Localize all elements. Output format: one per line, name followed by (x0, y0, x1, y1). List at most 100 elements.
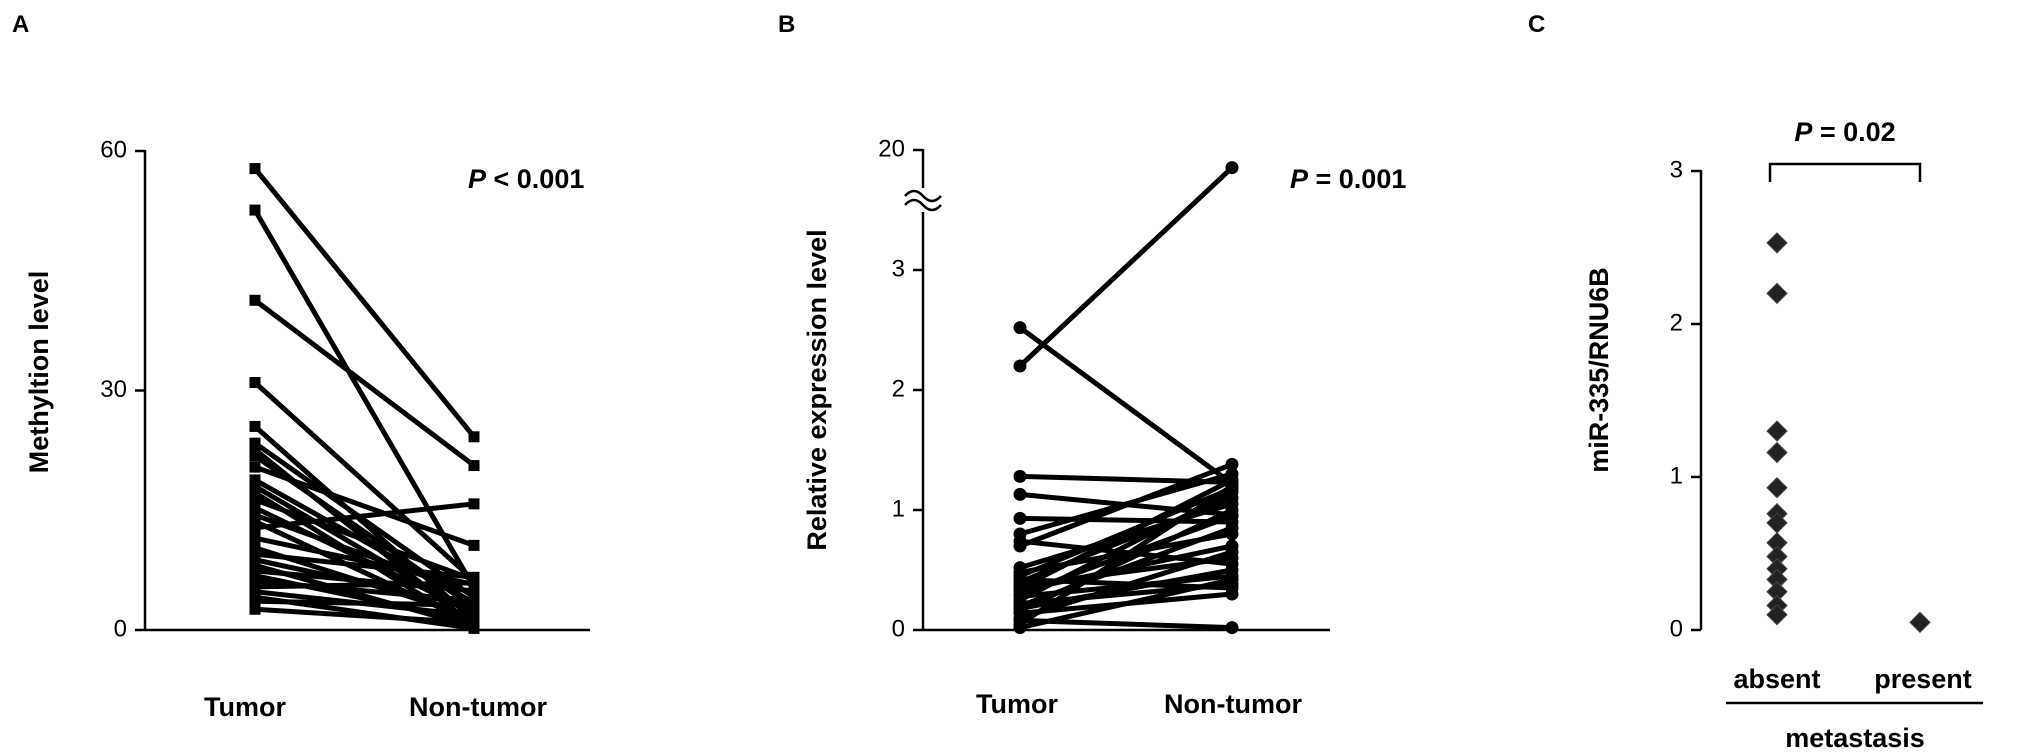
panel-b-category-non-tumor: Non-tumor (1164, 689, 1302, 719)
panel-a-tumor-point (249, 294, 261, 306)
panel-b-points (1013, 161, 1239, 635)
panel-a-tumor-point (249, 559, 261, 571)
panel-b-non-tumor-point (1225, 573, 1239, 587)
panel-c-ytick-label: 1 (1670, 462, 1683, 489)
panel-a-tumor-point (249, 487, 261, 499)
panel-a-tumor-point (249, 515, 261, 527)
panel-c-ytick-label: 3 (1670, 156, 1683, 183)
panel-b-tumor-point (1013, 359, 1027, 373)
panel-b-pair-line (1017, 507, 1235, 614)
panel-b-pair-line (1017, 549, 1235, 621)
panel-a-tumor-point (249, 163, 261, 175)
panel-a-p-text: < 0.001 (486, 164, 584, 194)
panel-b-axes (904, 149, 1330, 632)
panel-a-non-tumor-point (468, 599, 480, 611)
panel-a-pair-line (252, 166, 477, 440)
panel-a-non-tumor-point (468, 610, 480, 622)
panel-b-tumor-point (1013, 321, 1027, 335)
panel-b-tumor-point (1013, 469, 1027, 483)
panel-a-pair-line (252, 464, 477, 548)
panel-c-category-absent: absent (1733, 664, 1820, 694)
panel-b-non-tumor-point (1225, 479, 1239, 493)
panel-a-tumor-point (249, 532, 261, 544)
panel-a-pair-line (252, 606, 477, 626)
panel-b-non-tumor-point (1225, 457, 1239, 471)
panel-b-pair-line (1017, 461, 1235, 549)
panel-a-tumor-point (249, 461, 261, 473)
panel-c-absent-point (1766, 477, 1788, 499)
panel-a-pair-line (252, 568, 477, 594)
panel-b-non-tumor-point (1225, 621, 1239, 635)
panel-a-tumor-point (249, 502, 261, 514)
panel-c-present-point (1909, 611, 1931, 634)
panel-c-p-value: P = 0.02 (1794, 117, 1895, 147)
panel-c-absent-point (1766, 282, 1788, 305)
panel-c-category-present: present (1874, 664, 1972, 694)
panel-a-tumor-point (249, 509, 261, 521)
panel-a-tumor-point (249, 570, 261, 582)
panel-a-tumor-point (249, 474, 261, 486)
panel-c-letter: C (1528, 11, 1545, 38)
panel-c-absent-point (1766, 603, 1788, 626)
panel-a-non-tumor-point (468, 617, 480, 629)
panel-a-tumor-point (249, 603, 261, 615)
panel-a-pair-line (252, 207, 477, 591)
panel-a-ticks: 0 30 60 (100, 136, 145, 642)
panel-c-group-label: metastasis (1785, 723, 1925, 753)
panel-b-tumor-point (1013, 621, 1027, 635)
panel-b-ytick-label: 2 (892, 375, 905, 402)
panel-a-ytick-label: 60 (100, 136, 127, 163)
panel-a-category-non-tumor: Non-tumor (409, 692, 547, 722)
panel-a-ytick-label: 30 (100, 376, 127, 403)
panel-a-tumor-point (249, 522, 261, 534)
panel-a-points (249, 163, 480, 634)
panel-b-category-tumor: Tumor (976, 689, 1058, 719)
panel-a-pair-line (252, 497, 477, 583)
panel-a-pair-line (252, 535, 477, 587)
panel-a-non-tumor-point (468, 460, 480, 472)
panel-b-non-tumor-point (1225, 563, 1239, 577)
panel-a-pair-line (252, 580, 477, 590)
panel-a-lines (252, 166, 477, 631)
panel-b-non-tumor-point (1225, 521, 1239, 535)
panel-a-tumor-point (249, 437, 261, 449)
panel-b-non-tumor-point (1225, 161, 1239, 175)
panel-c-p-text: = 0.02 (1812, 117, 1895, 147)
panel-c-absent-point (1766, 232, 1788, 254)
panel-c-ytick-label: 0 (1670, 615, 1683, 642)
panel-b-axis-break-upper (904, 189, 942, 203)
panel-a-tumor-point (249, 480, 261, 492)
panel-a-non-tumor-point (468, 431, 480, 443)
panel-a-pair-line (252, 512, 477, 597)
panel-b-ytick-label: 20 (878, 135, 905, 162)
panel-b-letter: B (778, 11, 795, 38)
panel-b-ylabel: Relative expression level (802, 229, 832, 550)
panel-a: A Methyltion level 0 30 60 Tumor Non-tumor… (12, 11, 590, 722)
panel-b-p-text: = 0.001 (1308, 164, 1406, 194)
panel-a-p-symbol: P (468, 164, 487, 194)
panel-a-tumor-point (249, 542, 261, 554)
panel-b-non-tumor-point (1225, 503, 1239, 517)
panel-b-ytick-label: 3 (892, 255, 905, 282)
panel-b-ytick-label: 1 (892, 495, 905, 522)
panel-b-ytick-label: 0 (892, 615, 905, 642)
panel-b-ticks: 0 1 2 3 20 (878, 135, 923, 642)
panel-b-axis-break-lower (904, 198, 942, 212)
panel-b-pair-line (1017, 325, 1235, 487)
panel-c-ticks: 0 1 2 3 (1670, 156, 1701, 642)
panel-a-tumor-point (249, 204, 261, 216)
panel-c-p-symbol: P (1794, 117, 1813, 147)
panel-a-non-tumor-point (468, 585, 480, 597)
panel-a-pair-line (252, 598, 477, 608)
panel-c-bracket-line (1768, 162, 1922, 182)
panel-b-p-value: P = 0.001 (1290, 164, 1406, 194)
panel-b-pair-line (1017, 577, 1235, 631)
panel-a-p-value: P < 0.001 (468, 164, 584, 194)
panel-a-pair-line (252, 380, 477, 584)
panel-a-non-tumor-point (468, 571, 480, 583)
panel-a-letter: A (12, 11, 29, 38)
panel-b-pair-line (1017, 473, 1235, 485)
panel-a-tumor-point (249, 420, 261, 432)
panel-a-ytick-label: 0 (114, 615, 127, 642)
